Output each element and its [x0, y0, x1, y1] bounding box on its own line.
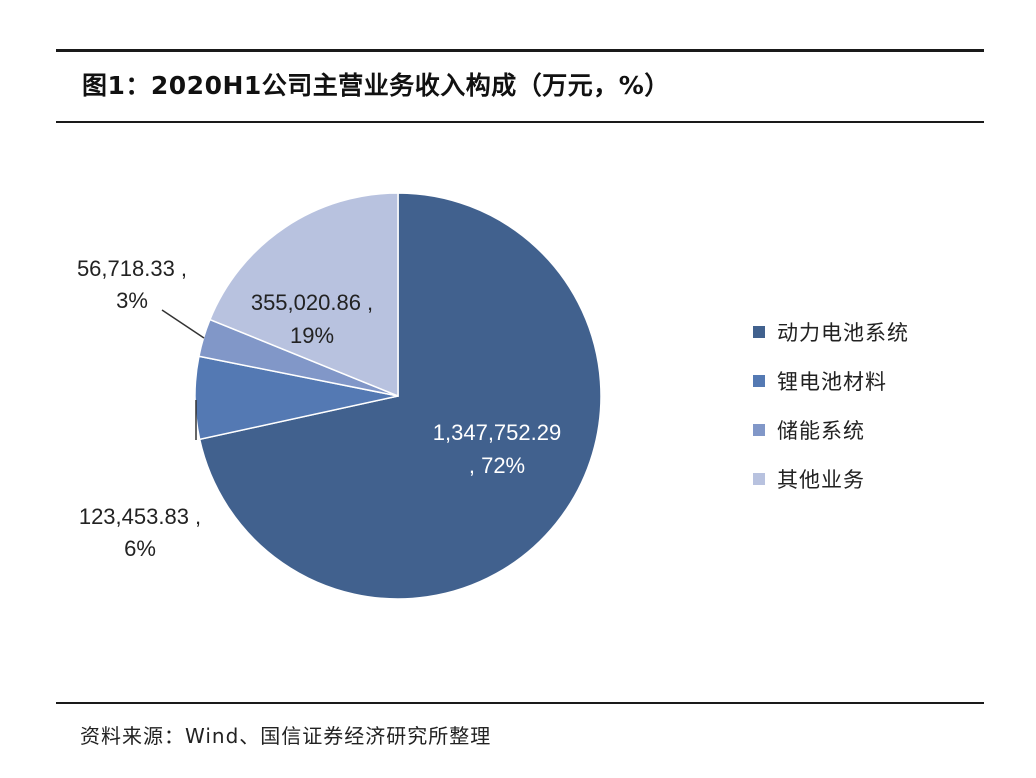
pie-slice	[208, 192, 399, 398]
legend-item: 锂电池材料	[753, 356, 909, 405]
slice-percent-label: , 72%	[469, 453, 525, 478]
legend-swatch	[753, 325, 765, 338]
source-note: 资料来源：Wind、国信证券经济研究所整理	[80, 724, 492, 748]
chart-legend: 动力电池系统 锂电池材料 储能系统 其他业务	[753, 307, 909, 503]
label-leader-line	[161, 309, 205, 339]
pie-slice	[198, 192, 602, 600]
source-top-rule	[56, 702, 984, 704]
slice-percent-label: 6%	[124, 536, 156, 561]
title-bottom-rule	[56, 121, 984, 123]
slice-value-label: 123,453.83 ,	[79, 504, 201, 529]
title-top-rule	[56, 49, 984, 52]
legend-swatch	[753, 374, 765, 387]
legend-label: 锂电池材料	[777, 369, 887, 394]
legend-label: 其他业务	[777, 467, 865, 492]
legend-item: 储能系统	[753, 405, 909, 454]
legend-label: 储能系统	[777, 418, 865, 443]
legend-item: 其他业务	[753, 454, 909, 503]
legend-swatch	[753, 423, 765, 436]
chart-title: 图1：2020H1公司主营业务收入构成（万元，%）	[82, 71, 670, 100]
legend-label: 动力电池系统	[777, 320, 909, 345]
legend-item: 动力电池系统	[753, 307, 909, 356]
slice-value-label: 355,020.86 ,	[251, 290, 373, 315]
pie-chart: 1,347,752.29 , 72% 123,453.83 , 6% 56,718.33…	[77, 192, 602, 600]
slice-value-label: 1,347,752.29	[433, 420, 561, 445]
slice-percent-label: 19%	[290, 323, 334, 348]
slice-percent-label: 3%	[116, 288, 148, 313]
slice-value-label: 56,718.33 ,	[77, 256, 187, 281]
legend-swatch	[753, 472, 765, 485]
